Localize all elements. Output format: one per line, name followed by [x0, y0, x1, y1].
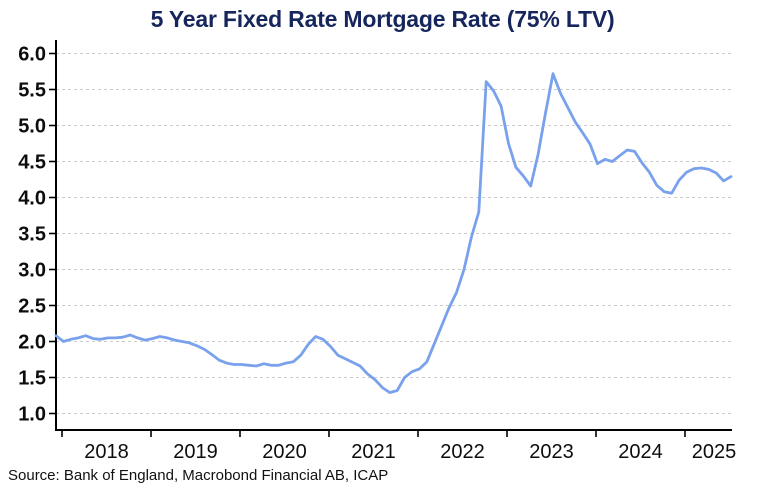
x-axis-tick-label: 2020 — [262, 441, 307, 463]
x-axis-tick-label: 2025 — [692, 441, 737, 463]
chart-title: 5 Year Fixed Rate Mortgage Rate (75% LTV… — [150, 6, 615, 32]
x-axis-tick-label: 2019 — [173, 441, 218, 463]
y-axis-tick-label: 2.0 — [18, 332, 46, 354]
x-axis-tick-label: 2023 — [529, 441, 574, 463]
x-axis-tick-label: 2018 — [84, 441, 129, 463]
x-axis-tick-label: 2024 — [618, 441, 663, 463]
y-axis-tick-label: 3.0 — [18, 260, 46, 282]
y-axis-tick-label: 6.0 — [18, 44, 46, 66]
mortgage-rate-line — [54, 72, 733, 395]
y-axis-tick-label: 4.0 — [18, 188, 46, 210]
y-axis-tick-label: 5.5 — [18, 80, 46, 102]
source-caption: Source: Bank of England, Macrobond Finan… — [8, 467, 389, 484]
y-axis-tick-label: 4.5 — [18, 152, 46, 174]
x-axis-tick-label: 2021 — [351, 441, 396, 463]
x-axis-tick-label: 2022 — [440, 441, 485, 463]
y-axis-tick-label: 1.0 — [18, 404, 46, 426]
y-axis-tick-label: 3.5 — [18, 224, 46, 246]
y-axis-tick-label: 5.0 — [18, 116, 46, 138]
y-axis-tick-label: 2.5 — [18, 296, 46, 318]
y-axis-tick-label: 1.5 — [18, 368, 46, 390]
